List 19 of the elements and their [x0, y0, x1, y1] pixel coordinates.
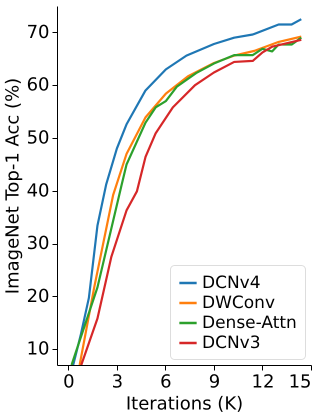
y-tick-label: 30 [26, 233, 50, 254]
x-tick-label: 0 [63, 372, 75, 392]
y-tick-label: 20 [26, 286, 50, 307]
x-tick-label: 12 [252, 372, 274, 392]
legend-label: DCNv4 [202, 273, 261, 293]
y-tick-label: 70 [26, 22, 50, 43]
x-tick-label: 6 [160, 372, 172, 392]
x-tick-label: 15 [288, 372, 312, 392]
legend-label: DWConv [202, 293, 276, 313]
y-tick-label: 60 [26, 74, 50, 96]
x-axis-title: Iterations (K) [126, 394, 244, 414]
x-tick-label: 3 [112, 372, 124, 392]
legend-label: DCNv3 [202, 333, 261, 353]
y-axis-title: ImageNet Top-1 Acc (%) [2, 78, 24, 294]
y-tick-label: 50 [26, 127, 50, 148]
x-tick-label: 9 [208, 372, 220, 392]
y-tick-label: 40 [26, 180, 50, 202]
legend-label: Dense-Attn [202, 313, 297, 333]
y-tick-label: 10 [26, 338, 50, 360]
